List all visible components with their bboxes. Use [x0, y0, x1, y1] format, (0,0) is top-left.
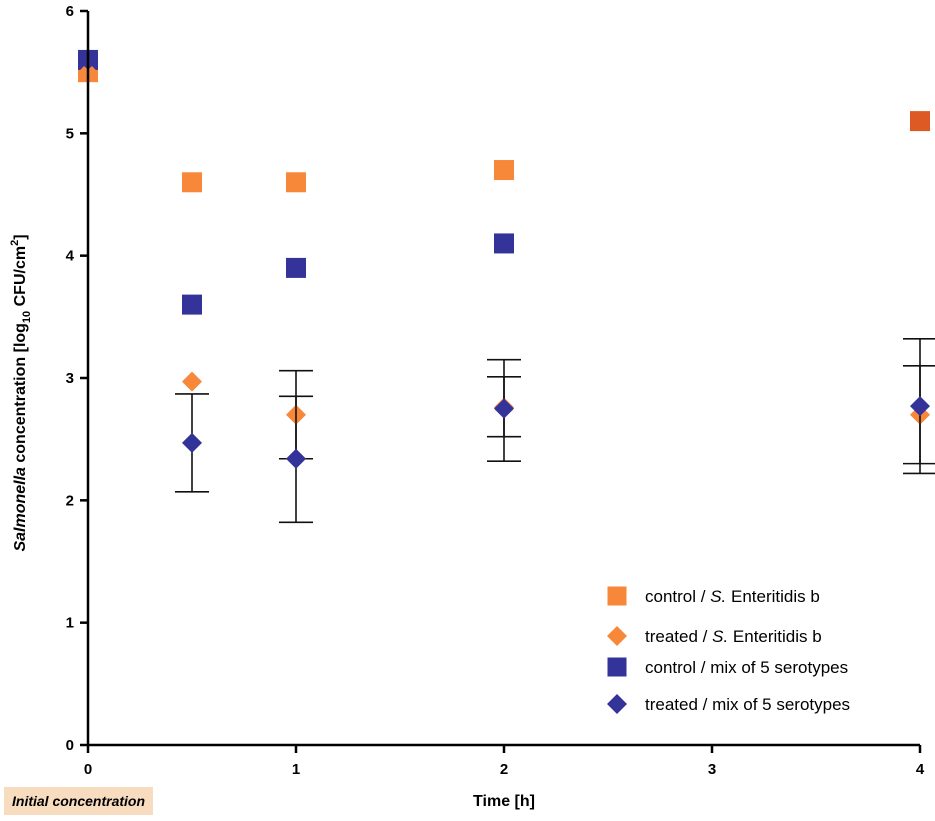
x-tick-label: 0: [84, 761, 92, 778]
x-tick-label: 1: [292, 761, 300, 778]
legend-label: treated / mix of 5 serotypes: [645, 695, 850, 714]
legend-marker-square: [607, 657, 627, 677]
y-tick-label: 4: [66, 248, 75, 265]
legend-marker-diamond: [607, 694, 627, 714]
y-tick-label: 2: [66, 492, 74, 509]
data-point-square: [494, 233, 514, 254]
data-point-square: [182, 172, 202, 193]
y-tick-label: 6: [66, 3, 74, 20]
y-title-italic: Salmonella: [12, 467, 29, 552]
y-title-mid: CFU/cm: [12, 246, 29, 311]
legend-item-tse: treated / S. Enteritidis b: [607, 626, 822, 646]
data-point-diamond: [494, 398, 514, 419]
y-title-sub: 10: [21, 311, 33, 323]
data-point-square: [494, 160, 514, 181]
x-tick-label: 3: [708, 761, 716, 778]
legend-item-tmix: treated / mix of 5 serotypes: [607, 694, 850, 714]
data-point-square: [182, 294, 202, 315]
y-axis-title: Salmonella concentration [log10 CFU/cm2]: [9, 234, 33, 551]
y-title-sup: 2: [9, 240, 21, 246]
y-tick-label: 3: [66, 370, 74, 387]
legend-label: control / mix of 5 serotypes: [645, 658, 848, 677]
x-tick-label: 4: [916, 761, 925, 778]
data-point-diamond: [182, 371, 202, 392]
legend-label-post: Enteritidis b: [726, 587, 820, 606]
legend-label: control / S. Enteritidis b: [645, 587, 820, 606]
y-title-text: concentration [log: [12, 323, 29, 467]
y-tick-label: 1: [66, 615, 74, 632]
ticks: 0 1 2 3 4 0 1 2 3 4 5 6: [66, 3, 925, 778]
legend-marker-diamond: [607, 626, 627, 646]
data-point-square: [910, 111, 930, 132]
legend-label-italic: S.: [712, 627, 728, 646]
legend-label-pre: control / mix of 5 serotypes: [645, 658, 848, 677]
legend-label-pre: treated / mix of 5 serotypes: [645, 695, 850, 714]
legend-label-pre: control /: [645, 587, 710, 606]
legend-label-post: Enteritidis b: [728, 627, 822, 646]
data-point-square: [286, 257, 306, 278]
legend-label-pre: treated /: [645, 627, 712, 646]
y-tick-label: 5: [66, 125, 74, 142]
data-point-diamond: [286, 448, 306, 469]
data-point-square: [286, 172, 306, 193]
y-tick-label: 0: [66, 737, 74, 754]
series-tmix: [78, 49, 935, 524]
legend-item-cse: control / S. Enteritidis b: [607, 586, 820, 606]
plot-area: [78, 49, 935, 524]
legend-item-cmix: control / mix of 5 serotypes: [607, 657, 848, 677]
x-tick-label: 2: [500, 761, 508, 778]
initial-concentration-note: Initial concentration: [4, 787, 154, 815]
legend-marker-square: [607, 586, 627, 606]
data-point-diamond: [910, 396, 930, 417]
y-title-end: ]: [12, 234, 29, 239]
data-point-diamond: [182, 432, 202, 453]
legend-label: treated / S. Enteritidis b: [645, 627, 822, 646]
series-cse: [78, 62, 930, 193]
legend-label-italic: S.: [710, 587, 726, 606]
initial-concentration-label: Initial concentration: [12, 793, 146, 809]
x-axis-title: Time [h]: [473, 793, 535, 810]
